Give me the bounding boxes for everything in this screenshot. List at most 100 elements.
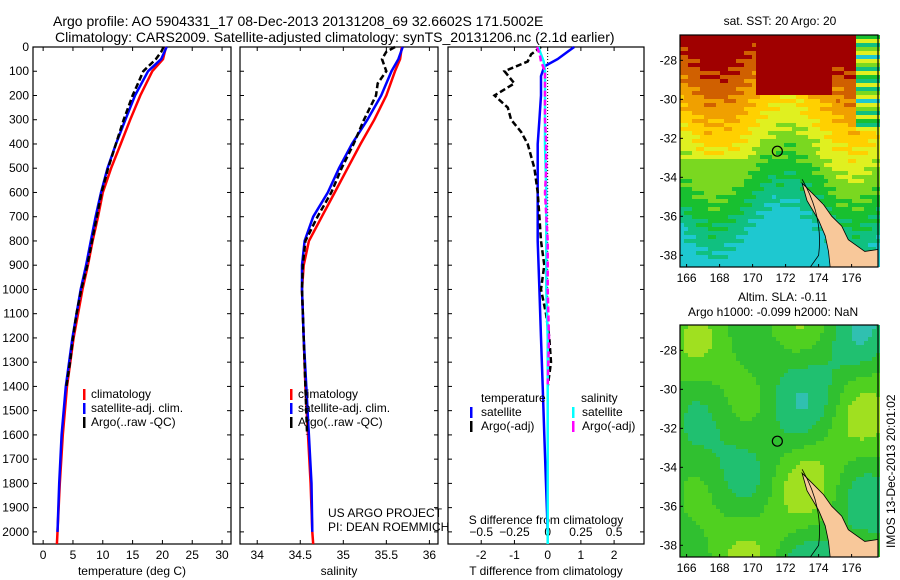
map-cell	[784, 199, 788, 203]
map-cell	[724, 227, 728, 231]
map-cell	[844, 55, 848, 59]
map-cell	[748, 377, 752, 381]
map-cell	[792, 445, 796, 449]
map-cell	[752, 99, 756, 103]
map-cell	[688, 401, 692, 405]
map-cell	[732, 389, 736, 393]
map-cell	[712, 437, 716, 441]
map-cell	[768, 227, 772, 231]
map-cell	[872, 63, 876, 67]
map-cell	[732, 441, 736, 445]
map-cell	[780, 413, 784, 417]
map-cell	[784, 103, 788, 107]
map-cell	[700, 151, 704, 155]
map-cell	[864, 433, 868, 437]
map-cell	[780, 357, 784, 361]
map-cell	[840, 393, 844, 397]
map-cell	[836, 349, 840, 353]
map-cell	[856, 187, 860, 191]
map-cell	[728, 247, 732, 251]
map-cell	[856, 167, 860, 171]
map-cell	[832, 401, 836, 405]
map-cell	[832, 465, 836, 469]
map-cell	[820, 79, 824, 83]
map-cell	[788, 381, 792, 385]
map-cell	[776, 179, 780, 183]
map-cell	[836, 465, 840, 469]
map-cell	[800, 83, 804, 87]
map-cell	[712, 199, 716, 203]
map-cell	[832, 389, 836, 393]
map-cell	[816, 127, 820, 131]
map-cell	[744, 251, 748, 255]
map-cell	[756, 219, 760, 223]
map-cell	[692, 43, 696, 47]
map-cell	[872, 243, 876, 247]
map-cell	[768, 143, 772, 147]
map-cell	[792, 183, 796, 187]
map-cell	[840, 369, 844, 373]
map-cell	[744, 259, 748, 263]
map-cell	[808, 445, 812, 449]
map-cell	[712, 35, 716, 39]
map-cell	[688, 155, 692, 159]
map-cell	[840, 353, 844, 357]
map-cell	[852, 377, 856, 381]
map-cell	[708, 43, 712, 47]
map-cell	[844, 215, 848, 219]
map-cell	[836, 199, 840, 203]
map-cell	[864, 51, 868, 55]
map-cell	[760, 127, 764, 131]
map-cell	[796, 151, 800, 155]
map-cell	[808, 247, 812, 251]
map-cell	[816, 325, 820, 329]
map-cell	[732, 35, 736, 39]
map-cell	[696, 171, 700, 175]
map-cell	[716, 353, 720, 357]
map-cell	[736, 401, 740, 405]
map-cell	[812, 155, 816, 159]
map-cell	[844, 353, 848, 357]
map-cell	[792, 357, 796, 361]
map-cell	[680, 71, 684, 75]
map-cell	[692, 345, 696, 349]
map-cell	[736, 75, 740, 79]
map-cell	[724, 251, 728, 255]
map-cell	[788, 79, 792, 83]
map-cell	[800, 243, 804, 247]
depth-tick-label: 1300	[2, 355, 29, 369]
map-cell	[792, 63, 796, 67]
map-cell	[712, 87, 716, 91]
map-cell	[692, 159, 696, 163]
legend-swatch	[470, 421, 473, 432]
map-cell	[704, 131, 708, 135]
map-cell	[692, 143, 696, 147]
map-cell	[696, 35, 700, 39]
map-cell	[728, 215, 732, 219]
map-cell	[776, 199, 780, 203]
panel-frame-difference-profile	[447, 46, 645, 545]
map-cell	[872, 47, 876, 51]
map-cell	[836, 47, 840, 51]
map-cell	[800, 417, 804, 421]
map-cell	[856, 429, 860, 433]
map-cell	[740, 159, 744, 163]
map-cell	[788, 449, 792, 453]
map-cell	[784, 369, 788, 373]
map-cell	[824, 247, 828, 251]
map-cell	[752, 389, 756, 393]
map-cell	[832, 361, 836, 365]
map-cell	[748, 247, 752, 251]
map-cell	[724, 409, 728, 413]
map-cell	[840, 83, 844, 87]
map-cell	[736, 365, 740, 369]
map-cell	[692, 35, 696, 39]
map-cell	[780, 71, 784, 75]
map-cell	[724, 199, 728, 203]
map-cell	[736, 361, 740, 365]
map-cell	[756, 457, 760, 461]
x-axis-label: temperature (deg C)	[78, 564, 186, 578]
map-cell	[836, 111, 840, 115]
map-cell	[704, 353, 708, 357]
